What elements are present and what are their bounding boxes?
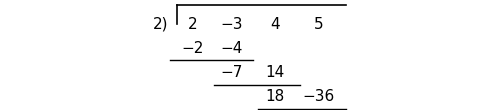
Text: 14: 14 [265, 65, 285, 80]
Text: 2: 2 [187, 17, 197, 32]
Text: 18: 18 [265, 89, 285, 104]
Text: −36: −36 [303, 89, 335, 104]
Text: −3: −3 [220, 17, 243, 32]
Text: −4: −4 [220, 41, 243, 56]
Text: 5: 5 [314, 17, 324, 32]
Text: −7: −7 [220, 65, 243, 80]
Text: −2: −2 [181, 41, 204, 56]
Text: 4: 4 [270, 17, 280, 32]
Text: 2): 2) [152, 17, 168, 32]
